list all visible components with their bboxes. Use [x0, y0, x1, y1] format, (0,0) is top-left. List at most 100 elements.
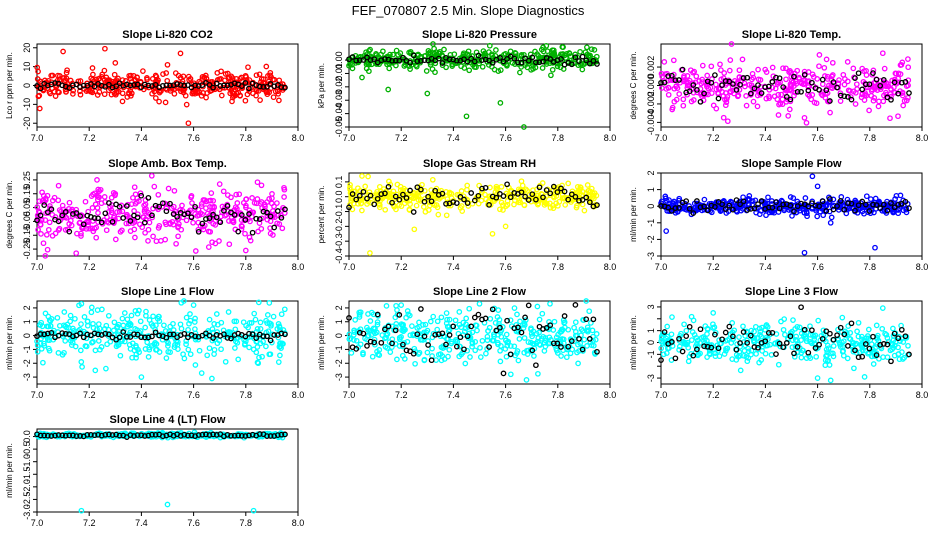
data-point — [535, 370, 541, 377]
data-point — [152, 95, 159, 101]
data-point — [387, 349, 394, 355]
data-point — [680, 102, 687, 109]
panel-title: Slope Line 3 Flow — [745, 286, 838, 298]
x-tick-label: 7.8 — [552, 390, 565, 400]
y-tick-label: 0.00 — [334, 51, 344, 69]
data-point — [577, 48, 583, 55]
reference-point — [364, 343, 370, 349]
reference-point — [497, 55, 503, 61]
y-tick-label: -2 — [334, 359, 344, 367]
data-point — [441, 46, 447, 53]
data-point — [128, 312, 135, 319]
outlier-point — [523, 377, 530, 383]
panel-title: Slope Li-820 Pressure — [422, 29, 537, 41]
data-point — [77, 347, 84, 354]
data-point — [119, 315, 126, 322]
data-point — [162, 99, 169, 106]
data-point — [432, 60, 439, 67]
reference-point — [533, 362, 539, 369]
x-tick-label: 7.2 — [395, 390, 408, 400]
data-point — [471, 64, 478, 70]
data-point — [769, 64, 776, 71]
x-tick-label: 7.8 — [864, 133, 877, 143]
data-point — [724, 118, 731, 125]
data-point — [145, 354, 152, 360]
y-tick-label: 0.002 — [646, 56, 656, 79]
data-point — [762, 350, 769, 357]
data-point — [774, 96, 781, 103]
data-point — [720, 114, 727, 121]
data-point — [693, 73, 700, 80]
data-point — [242, 97, 249, 104]
reference-point — [594, 61, 600, 67]
reference-point — [697, 326, 704, 333]
outlier-point — [60, 48, 66, 55]
data-point — [873, 322, 880, 329]
data-point — [498, 183, 505, 190]
data-point — [132, 191, 139, 198]
data-point — [63, 69, 70, 76]
data-point — [387, 58, 393, 64]
data-point — [61, 309, 68, 315]
data-point — [165, 343, 171, 349]
data-point — [36, 105, 43, 112]
y-tick-label: 3 — [646, 304, 656, 309]
y-tick-label: -1 — [646, 219, 656, 227]
data-point — [544, 48, 551, 55]
reference-point — [88, 81, 94, 87]
reference-point — [260, 84, 267, 90]
reference-point — [579, 53, 586, 60]
reference-point — [418, 58, 424, 64]
data-point — [277, 352, 283, 359]
reference-point — [195, 83, 202, 89]
outlier-point — [398, 302, 405, 308]
outlier-point — [138, 374, 145, 380]
reference-point — [378, 339, 385, 346]
data-point — [551, 318, 558, 325]
reference-point — [453, 57, 460, 64]
reference-point — [482, 56, 489, 63]
data-point — [246, 344, 252, 351]
data-point — [38, 345, 45, 352]
data-point — [346, 62, 352, 69]
outlier-point — [112, 60, 119, 66]
outlier-point — [148, 172, 155, 179]
reference-point — [278, 84, 285, 90]
data-point — [380, 48, 386, 55]
y-tick-label: -2 — [646, 235, 656, 243]
data-point — [46, 219, 53, 226]
x-tick-label: 7.2 — [707, 133, 720, 143]
data-point — [727, 57, 734, 63]
panel-3: Slope Li-820 Temp.7.0 7.2 7.4 7.6 7.8 8.0-0.0… — [629, 29, 928, 143]
data-point — [40, 359, 46, 366]
y-tick-label: -20 — [22, 117, 32, 130]
data-point — [352, 317, 359, 323]
data-point — [55, 88, 61, 95]
data-point — [111, 71, 118, 78]
data-point — [554, 63, 561, 70]
y-tick-label: -3 — [646, 374, 656, 382]
reference-point — [167, 82, 173, 89]
x-tick-label: 8.0 — [292, 518, 305, 528]
reference-point — [181, 82, 188, 89]
x-tick-label: 7.8 — [240, 133, 253, 143]
reference-point — [192, 82, 198, 89]
data-point — [126, 90, 132, 97]
data-point — [150, 313, 156, 320]
y-tick-label: 0 — [334, 333, 344, 338]
reference-point — [475, 52, 482, 59]
data-point — [103, 365, 109, 372]
data-point — [593, 53, 600, 60]
x-tick-label: 7.8 — [240, 518, 253, 528]
data-point — [276, 77, 283, 84]
data-point — [593, 331, 600, 337]
data-point — [487, 184, 493, 191]
x-tick-label: 7.2 — [83, 133, 96, 143]
y-axis-label: kPa per min. — [317, 63, 326, 108]
data-point — [281, 306, 288, 313]
data-point — [177, 85, 184, 92]
x-tick-label: 7.0 — [31, 518, 44, 528]
data-point — [765, 194, 771, 201]
data-point — [251, 310, 258, 317]
